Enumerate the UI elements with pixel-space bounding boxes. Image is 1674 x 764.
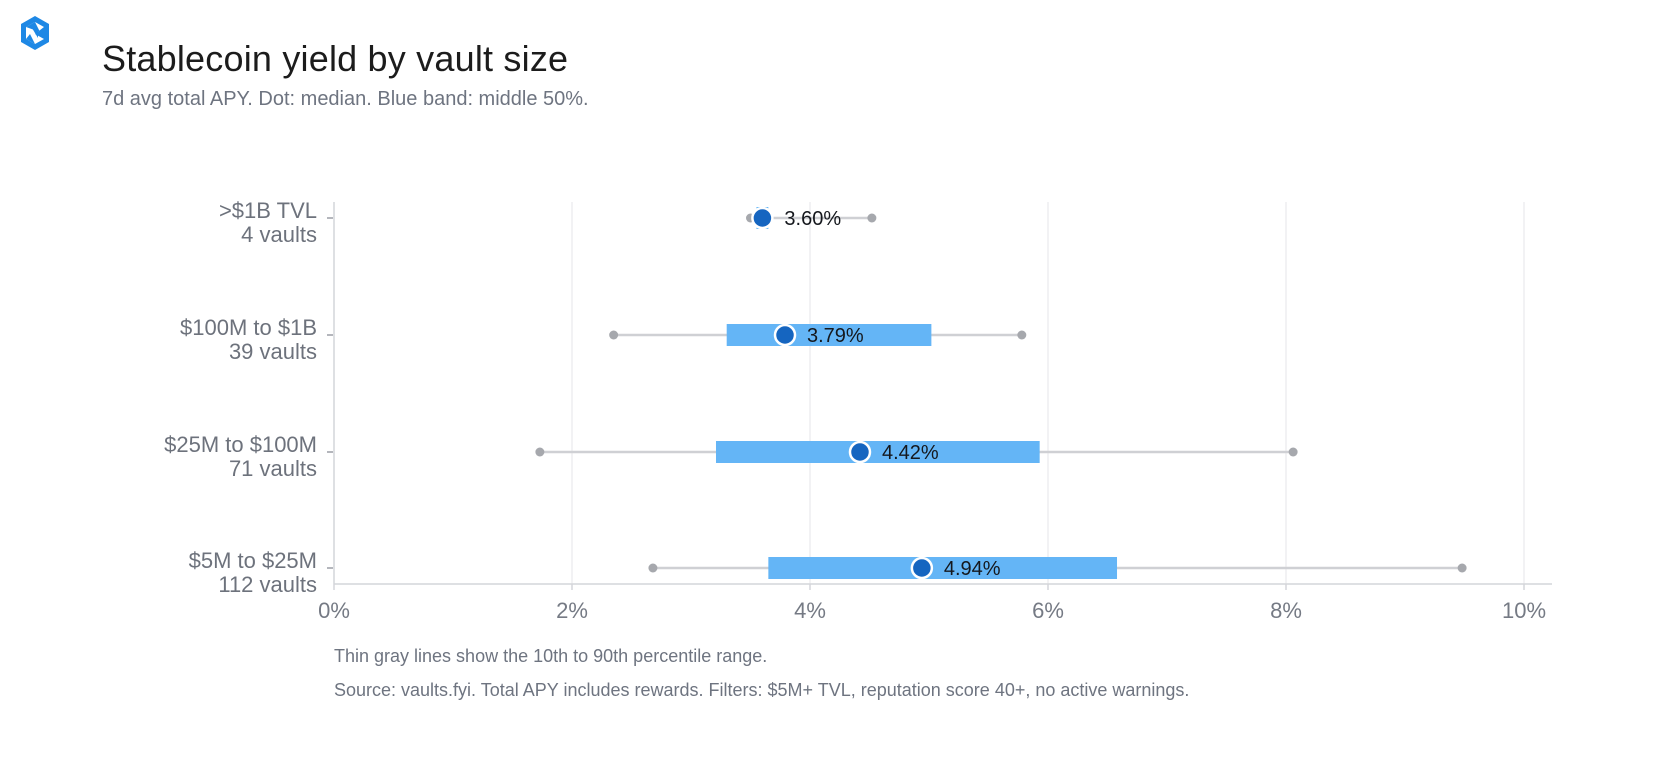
- whisker-end-p90: [867, 213, 877, 223]
- footnote-source: Source: vaults.fyi. Total APY includes r…: [334, 680, 1190, 700]
- whisker-end-p90: [1288, 447, 1298, 457]
- x-tick-label: 10%: [1502, 598, 1546, 623]
- category-label: $5M to $25M: [189, 548, 317, 573]
- median-value-label: 4.94%: [944, 558, 1001, 580]
- median-dot: [848, 440, 872, 464]
- x-tick-label: 8%: [1270, 598, 1302, 623]
- median-dot: [910, 556, 934, 580]
- iqr-band: [715, 441, 1040, 463]
- median-value-label: 3.79%: [807, 325, 864, 347]
- aperture-logo-icon: [21, 16, 49, 50]
- whisker-end-p90: [1017, 330, 1027, 340]
- x-tick-label: 6%: [1032, 598, 1064, 623]
- whisker-end-p90: [1457, 563, 1467, 573]
- category-label: $25M to $100M: [164, 432, 317, 457]
- category-label: >$1B TVL: [219, 198, 317, 223]
- x-tick-label: 2%: [556, 598, 588, 623]
- median-dot: [773, 323, 797, 347]
- whisker-end-p10: [609, 330, 619, 340]
- footnote-percentile: Thin gray lines show the 10th to 90th pe…: [334, 646, 768, 666]
- chart-subtitle: 7d avg total APY. Dot: median. Blue band…: [102, 88, 589, 110]
- category-count: 4 vaults: [241, 222, 317, 247]
- category-label: $100M to $1B: [180, 315, 317, 340]
- category-count: 112 vaults: [218, 572, 317, 597]
- whisker-end-p10: [648, 563, 658, 573]
- iqr-band: [768, 557, 1118, 579]
- category-count: 71 vaults: [229, 456, 317, 481]
- median-value-label: 3.60%: [784, 208, 841, 230]
- median-value-label: 4.42%: [882, 442, 939, 464]
- x-tick-label: 4%: [794, 598, 826, 623]
- whisker-end-p10: [535, 447, 545, 457]
- x-tick-label: 0%: [318, 598, 350, 623]
- median-dot: [751, 206, 774, 230]
- category-count: 39 vaults: [229, 339, 317, 364]
- chart-title: Stablecoin yield by vault size: [102, 38, 569, 79]
